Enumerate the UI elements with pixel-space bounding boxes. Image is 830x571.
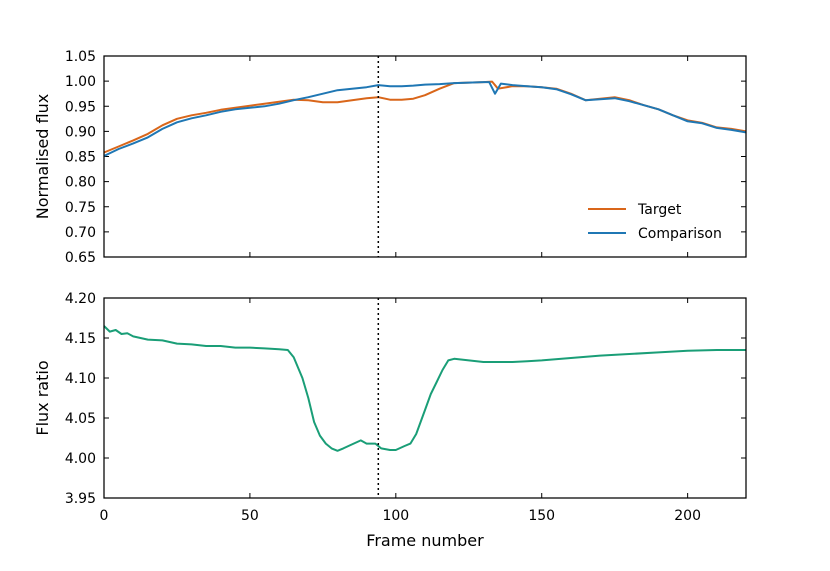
bottom-x-tick-label: 0 xyxy=(100,508,109,524)
top-y-tick-label: 0.75 xyxy=(65,200,96,216)
bottom-y-tick-label: 4.15 xyxy=(65,331,96,347)
top-y-tick-label: 0.85 xyxy=(65,150,96,166)
top-y-tick-label: 1.00 xyxy=(65,74,96,90)
top-y-tick-label: 0.65 xyxy=(65,250,96,266)
top-plot-frame xyxy=(103,55,747,258)
top-y-tick-label: 0.80 xyxy=(65,175,96,191)
bottom-y-tick-label: 4.05 xyxy=(65,411,96,427)
bottom-x-tick-label: 50 xyxy=(241,508,259,524)
bottom-x-axis-title: Frame number xyxy=(366,531,484,550)
top-series-line-comparison xyxy=(103,81,747,157)
ratio-panel: 3.95 4.00 4.05 4.10 4.15 4.20 0 50 100 150 200 Flux… xyxy=(33,291,747,550)
bottom-y-axis-title: Flux ratio xyxy=(33,360,52,435)
bottom-y-tick-label: 4.00 xyxy=(65,451,96,467)
bottom-y-tick-label: 4.10 xyxy=(65,371,96,387)
legend-label-target: Target xyxy=(637,202,682,218)
bottom-x-tick-label: 200 xyxy=(674,508,701,524)
bottom-series-line-ratio xyxy=(103,325,746,452)
legend-label-comparison: Comparison xyxy=(638,226,722,242)
top-y-tick-label: 0.95 xyxy=(65,99,96,115)
top-y-axis-title: Normalised flux xyxy=(33,94,52,219)
bottom-y-tick-label: 4.20 xyxy=(65,291,96,307)
top-y-tick-label: 1.05 xyxy=(65,49,96,65)
bottom-x-tick-label: 150 xyxy=(528,508,555,524)
top-y-tick-label: 0.90 xyxy=(65,124,96,140)
bottom-y-tick-label: 3.95 xyxy=(65,491,96,507)
flux-panel: 0.65 0.70 0.75 0.80 0.85 0.90 0.95 1.00 1.05 Norm… xyxy=(33,49,747,266)
top-y-tick-label: 0.70 xyxy=(65,225,96,241)
bottom-plot-frame xyxy=(103,297,747,499)
bottom-x-tick-label: 100 xyxy=(382,508,409,524)
legend: Target Comparison xyxy=(588,202,722,242)
